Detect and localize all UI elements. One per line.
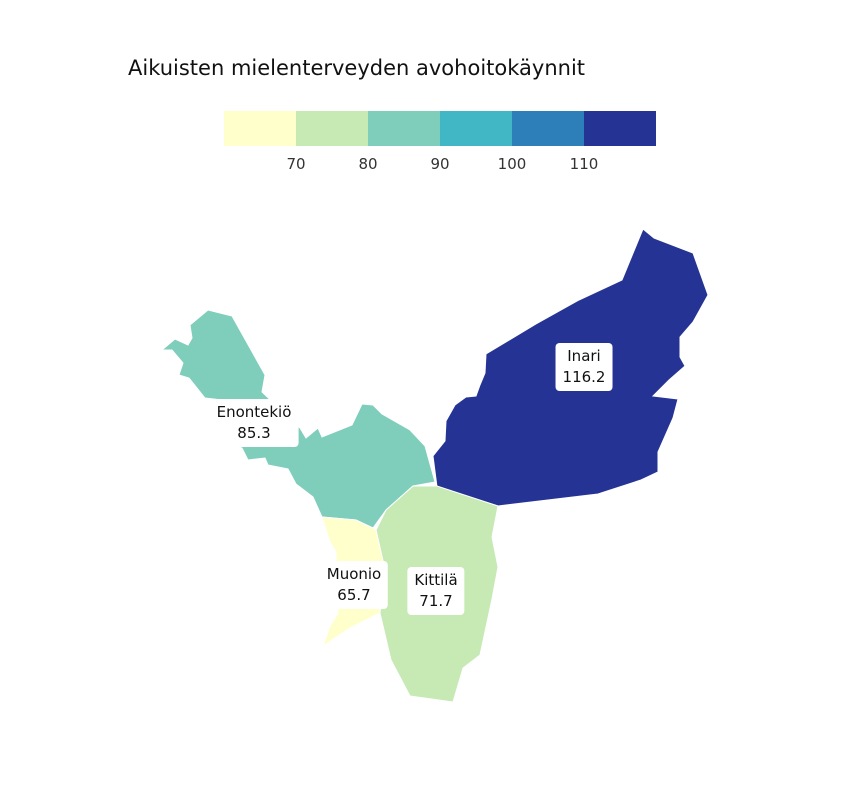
region-value: 71.7 — [419, 592, 453, 610]
region-name: Inari — [567, 347, 601, 365]
region-enontekio[interactable] — [160, 309, 436, 529]
color-legend: 70 80 90 100 110 — [224, 111, 656, 175]
region-label-muonio: Muonio 65.7 — [319, 561, 389, 609]
legend-swatch-1 — [224, 111, 296, 146]
legend-swatch-4 — [440, 111, 512, 146]
region-label-kittila: Kittilä 71.7 — [407, 567, 465, 615]
region-label-enontekio: Enontekiö 85.3 — [209, 399, 299, 447]
region-name: Kittilä — [414, 571, 458, 589]
legend-tick-90: 90 — [430, 155, 450, 173]
legend-tick-70: 70 — [286, 155, 306, 173]
legend-tick-100: 100 — [497, 155, 527, 173]
legend-bar — [224, 111, 656, 146]
legend-swatch-5 — [512, 111, 584, 146]
region-value: 116.2 — [562, 368, 606, 386]
legend-swatch-6 — [584, 111, 656, 146]
legend-swatch-3 — [368, 111, 440, 146]
map-title: Aikuisten mielenterveyden avohoitokäynni… — [128, 56, 586, 80]
legend-swatch-2 — [296, 111, 368, 146]
legend-tick-110: 110 — [569, 155, 599, 173]
region-label-inari: Inari 116.2 — [555, 343, 613, 391]
region-name: Muonio — [326, 565, 382, 583]
legend-tick-80: 80 — [358, 155, 378, 173]
region-value: 65.7 — [337, 586, 371, 604]
region-value: 85.3 — [237, 424, 271, 442]
region-name: Enontekiö — [216, 403, 292, 421]
